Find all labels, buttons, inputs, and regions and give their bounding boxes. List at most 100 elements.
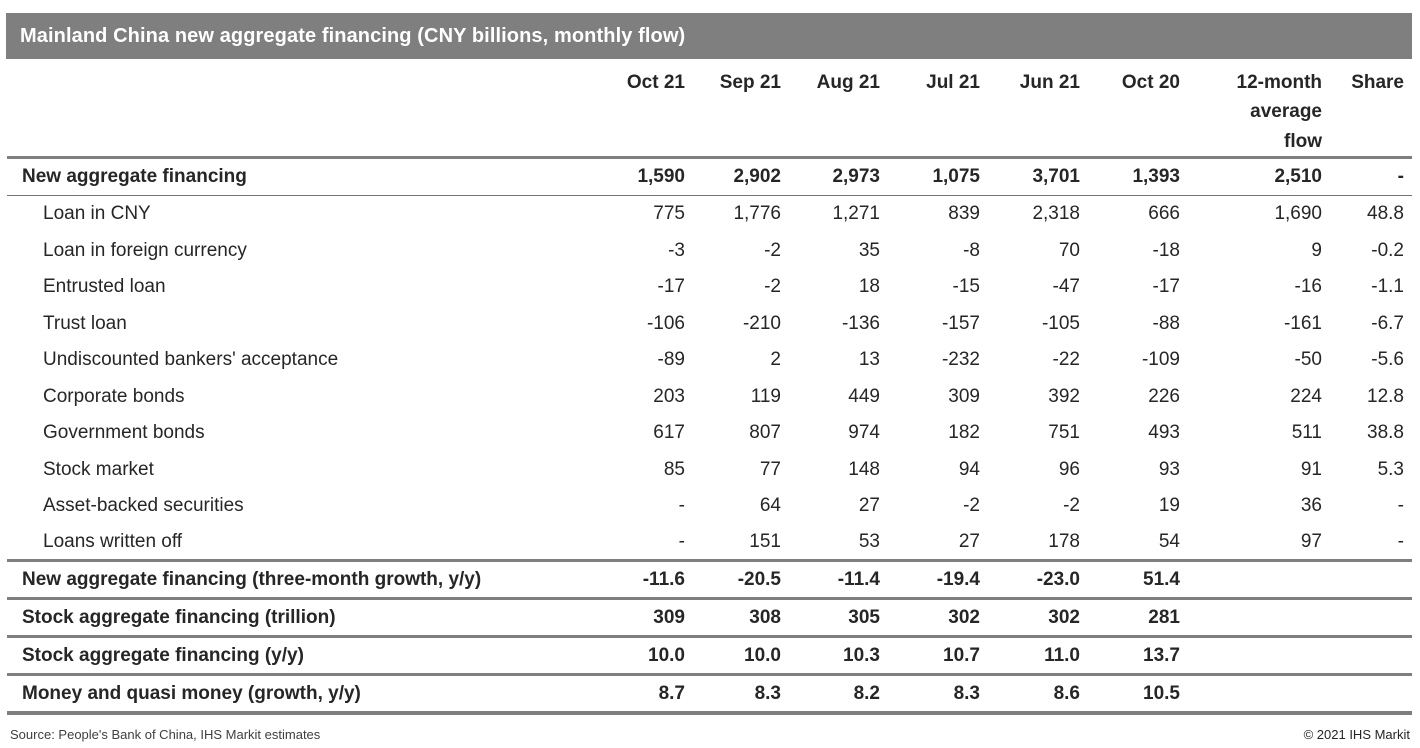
table-cell: -	[1397, 530, 1404, 552]
table-cell: 13	[858, 349, 880, 371]
table-cell: 751	[1048, 422, 1080, 444]
table-cell: 309	[653, 606, 685, 628]
table-cell: 8.6	[1053, 682, 1080, 704]
table-cell: 96	[1058, 458, 1080, 480]
column-header: Oct 21	[626, 72, 685, 93]
table-cell: 5.3	[1377, 458, 1404, 480]
table-cell: 97	[1300, 530, 1322, 552]
table-cell: 53	[858, 530, 880, 552]
row-label: Entrusted loan	[43, 276, 166, 298]
row-label: Asset-backed securities	[43, 495, 244, 517]
table-cell: 35	[858, 239, 880, 261]
table-cell: 48.8	[1367, 203, 1404, 225]
table-cell: -105	[1041, 312, 1080, 334]
table-cell: 19	[1158, 495, 1180, 517]
row-label: Trust loan	[43, 312, 127, 334]
table-cell	[1322, 599, 1412, 637]
row-label: Stock aggregate financing (y/y)	[22, 644, 304, 666]
table-cell: 203	[653, 385, 685, 407]
table-cell: 1,075	[932, 166, 980, 188]
table-cell: -47	[1052, 276, 1080, 298]
table-cell: -5.6	[1371, 349, 1404, 371]
table-cell: 8.7	[658, 682, 685, 704]
table-cell: 148	[848, 458, 880, 480]
table-cell: -18	[1152, 239, 1180, 261]
table-cell: 18	[858, 276, 880, 298]
column-header: Share	[1351, 72, 1404, 93]
table-cell: -232	[941, 349, 980, 371]
table-cell: 224	[1290, 385, 1322, 407]
column-header: 12-month average flow	[1236, 72, 1323, 152]
table-cell: 38.8	[1367, 422, 1404, 444]
table-row: Loans written off - 151 53 27 178 54 97 -	[7, 524, 1412, 561]
header-row: Oct 21 Sep 21 Aug 21 Jul 21 Jun 21 Oct 20 12-m…	[7, 59, 1412, 158]
table-cell: 93	[1158, 458, 1180, 480]
column-header: Jul 21	[926, 72, 980, 93]
table-row: Corporate bonds 203 119 449 309 392 226 224 12.8	[7, 378, 1412, 415]
table-cell: -17	[657, 276, 685, 298]
table-cell: 617	[653, 422, 685, 444]
table-cell: -	[1397, 166, 1404, 188]
table-cell: 10.3	[843, 644, 880, 666]
table-cell: 1,590	[637, 166, 685, 188]
table-cell: 94	[958, 458, 980, 480]
table-row: Loan in foreign currency -3 -2 35 -8 70 -18 9 -0…	[7, 232, 1412, 269]
table-cell: -109	[1141, 349, 1180, 371]
table-cell: 1,690	[1274, 203, 1322, 225]
table-cell: 77	[759, 458, 781, 480]
footer: Source: People's Bank of China, IHS Mark…	[10, 727, 1410, 742]
table-cell	[1322, 561, 1412, 599]
row-label: New aggregate financing	[22, 166, 247, 188]
table-cell: -19.4	[936, 568, 980, 590]
table-cell: 1,271	[832, 203, 880, 225]
table-cell: -210	[742, 312, 781, 334]
table-cell: 392	[1048, 385, 1080, 407]
table-cell: -0.2	[1371, 239, 1404, 261]
copyright-text: © 2021 IHS Markit	[1303, 726, 1410, 742]
table-cell: 449	[848, 385, 880, 407]
table-cell: 8.2	[853, 682, 880, 704]
table-cell: 302	[1048, 606, 1080, 628]
table-row: Loan in CNY 775 1,776 1,271 839 2,318 666 1,690…	[7, 196, 1412, 233]
table-row: Stock market 85 77 148 94 96 93 91 5.3	[7, 451, 1412, 488]
table-cell: 309	[948, 385, 980, 407]
column-header: Oct 20	[1121, 72, 1180, 93]
table-cell: -22	[1052, 349, 1080, 371]
table-cell: 27	[958, 530, 980, 552]
table-cell: 8.3	[754, 682, 781, 704]
table-cell: 10.0	[744, 644, 781, 666]
table-cell: -2	[1063, 495, 1080, 517]
table-cell: 11.0	[1044, 644, 1080, 666]
table-row: Money and quasi money (growth, y/y) 8.7 8.…	[7, 674, 1412, 713]
table-cell: -6.7	[1371, 312, 1404, 334]
table-cell: 54	[1158, 530, 1180, 552]
table-cell: -	[678, 495, 685, 517]
table-cell: -88	[1152, 312, 1180, 334]
table-cell: 666	[1148, 203, 1180, 225]
table-row: Stock aggregate financing (trillion) 309 3…	[7, 598, 1412, 637]
table-cell	[1322, 637, 1412, 675]
table-cell: 2	[770, 349, 781, 371]
table-row: New aggregate financing (three-month gro…	[7, 560, 1412, 599]
table-cell: 119	[750, 385, 781, 407]
table-cell: 27	[858, 495, 880, 517]
table-cell: 493	[1148, 422, 1180, 444]
table-cell: 807	[749, 422, 781, 444]
table-cell: 13.7	[1143, 644, 1180, 666]
row-label: Loan in CNY	[43, 203, 151, 225]
row-label: Undiscounted bankers' acceptance	[43, 349, 339, 371]
table-cell: 2,510	[1274, 166, 1322, 188]
table-cell: 226	[1148, 385, 1180, 407]
row-label: Corporate bonds	[43, 385, 185, 407]
table-cell: 8.3	[953, 682, 980, 704]
table-cell: 10.5	[1143, 682, 1180, 704]
table-cell: -3	[668, 239, 685, 261]
table-cell: -16	[1294, 276, 1322, 298]
table-cell: 10.7	[943, 644, 980, 666]
table-cell: 10.0	[648, 644, 685, 666]
table-cell: -2	[764, 276, 781, 298]
empty-label-header	[7, 59, 592, 158]
table-body: New aggregate financing 1,590 2,902 2,973 1,…	[7, 158, 1412, 713]
table-cell: -50	[1294, 349, 1322, 371]
table-row: Trust loan -106 -210 -136 -157 -105 -88 -161 -6.…	[7, 305, 1412, 342]
